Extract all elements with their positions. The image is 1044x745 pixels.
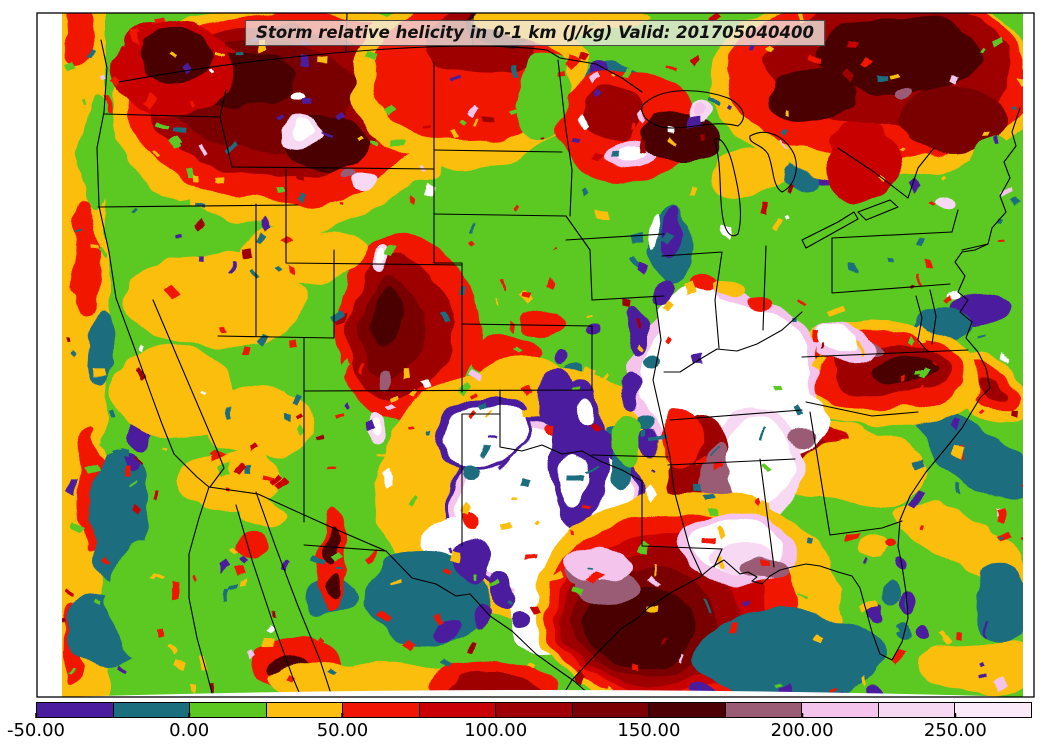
colorbar-tick-label: 250.00 xyxy=(923,720,987,741)
colorbar-tick-label: 50.00 xyxy=(316,720,369,741)
colorbar-segment xyxy=(572,703,650,717)
colorbar-tick-label: 200.00 xyxy=(770,720,834,741)
colorbar-segment xyxy=(649,703,726,717)
speckle-texture xyxy=(62,13,1023,697)
contour-fill-layer xyxy=(62,13,1023,697)
colorbar-tick-label: 100.00 xyxy=(464,720,528,741)
colorbar-tick xyxy=(35,713,37,718)
colorbar-segment xyxy=(37,703,114,717)
colorbar-segment xyxy=(496,703,573,717)
colorbar-segment xyxy=(419,703,497,717)
map-title: Storm relative helicity in 0-1 km (J/kg)… xyxy=(245,20,825,46)
colorbar xyxy=(36,702,1032,718)
colorbar-tick xyxy=(341,713,344,718)
colorbar-segment xyxy=(190,703,267,717)
colorbar-tick-label: 0.00 xyxy=(169,720,210,741)
colorbar-segment xyxy=(725,703,803,717)
colorbar-segment xyxy=(113,703,191,717)
colorbar-segment xyxy=(955,703,1031,717)
state-borders xyxy=(96,13,1021,697)
colorbar-tick-label: -50.00 xyxy=(6,720,66,741)
plot-frame xyxy=(36,12,1035,698)
colorbar-tick xyxy=(188,713,190,718)
colorbar-tick xyxy=(801,713,803,718)
colorbar-tick xyxy=(494,713,497,718)
colorbar-segment xyxy=(878,703,956,717)
colorbar-segment xyxy=(802,703,879,717)
colorbar-tick xyxy=(954,713,957,718)
colorbar-tick xyxy=(648,713,650,718)
colorbar-tick-label: 150.00 xyxy=(617,720,681,741)
colorbar-segment xyxy=(343,703,420,717)
colorbar-segment xyxy=(266,703,344,717)
